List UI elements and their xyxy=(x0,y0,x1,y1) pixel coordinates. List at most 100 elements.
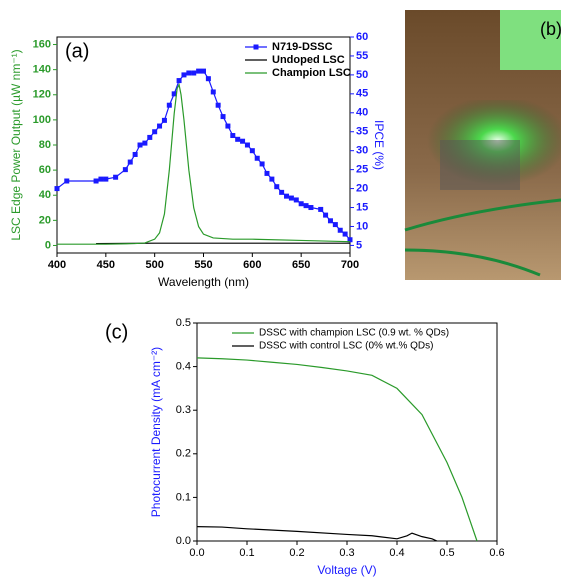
marker xyxy=(201,68,206,74)
x-tick-label: 0.0 xyxy=(189,547,204,559)
marker xyxy=(122,167,128,173)
marker xyxy=(254,155,260,161)
marker xyxy=(303,203,309,209)
marker xyxy=(269,176,275,182)
marker xyxy=(137,142,143,148)
marker xyxy=(205,76,211,82)
marker xyxy=(230,133,236,139)
photo: (b) xyxy=(404,10,561,280)
y-axis-label: LSC Edge Power Output (µW nm⁻¹) xyxy=(9,49,23,240)
series-line xyxy=(196,357,478,542)
y-tick-label: 140 xyxy=(33,64,51,76)
legend-label: N719-DSSC xyxy=(272,41,333,53)
marker xyxy=(225,123,231,129)
legend-label: DSSC with control LSC (0% wt.% QDs) xyxy=(259,341,434,352)
marker xyxy=(186,70,192,76)
marker xyxy=(220,114,226,120)
legend-label: Undoped LSC xyxy=(272,54,345,66)
marker xyxy=(342,231,348,237)
marker xyxy=(64,178,70,184)
x-tick-label: 450 xyxy=(97,259,115,271)
marker xyxy=(215,102,221,108)
plot-frame xyxy=(196,322,498,542)
y-tick-label: 0.1 xyxy=(176,491,191,503)
y-tick-label: 160 xyxy=(33,38,51,50)
y2-tick-label: 45 xyxy=(356,88,368,100)
x-axis-label: Voltage (V) xyxy=(317,563,376,577)
marker xyxy=(323,212,329,218)
x-tick-label: 0.5 xyxy=(439,547,454,559)
marker xyxy=(132,151,138,157)
marker xyxy=(54,186,60,192)
marker xyxy=(147,134,153,140)
series-line xyxy=(196,526,438,542)
marker xyxy=(176,78,182,84)
panel-label: (b) xyxy=(540,19,561,39)
marker xyxy=(244,142,250,148)
marker xyxy=(279,189,285,195)
marker xyxy=(308,205,314,211)
marker xyxy=(264,170,270,176)
x-tick-label: 0.3 xyxy=(339,547,354,559)
x-tick-label: 550 xyxy=(194,259,212,271)
series-line xyxy=(57,82,351,245)
marker xyxy=(113,174,119,180)
y2-tick-label: 35 xyxy=(356,126,368,138)
x-tick-label: 0.4 xyxy=(389,547,404,559)
marker xyxy=(347,237,353,243)
marker xyxy=(240,138,246,144)
x-axis-label: Wavelength (nm) xyxy=(158,275,249,289)
series-line xyxy=(56,70,351,241)
panel-label: (c) xyxy=(105,321,128,343)
marker xyxy=(93,178,99,184)
y-tick-label: 0.3 xyxy=(176,404,191,416)
y2-tick-label: 60 xyxy=(356,31,368,43)
y2-axis-label: IPCE (%) xyxy=(372,120,386,170)
y-tick-label: 20 xyxy=(39,214,51,226)
y2-tick-label: 50 xyxy=(356,69,368,81)
x-tick-label: 600 xyxy=(243,259,261,271)
y-tick-label: 0 xyxy=(45,239,51,251)
y2-tick-label: 25 xyxy=(356,164,368,176)
marker xyxy=(161,117,167,123)
marker xyxy=(181,72,187,78)
x-tick-label: 400 xyxy=(48,259,66,271)
y2-tick-label: 10 xyxy=(356,220,368,232)
marker xyxy=(235,136,241,142)
y-tick-label: 0.4 xyxy=(176,361,191,373)
marker xyxy=(171,91,177,97)
legend-marker xyxy=(253,44,259,50)
marker xyxy=(288,195,294,201)
legend-label: DSSC with champion LSC (0.9 wt. % QDs) xyxy=(259,328,449,339)
x-tick-label: 500 xyxy=(145,259,163,271)
y-tick-label: 80 xyxy=(39,139,51,151)
marker xyxy=(259,161,265,167)
marker xyxy=(166,102,172,108)
y2-tick-label: 55 xyxy=(356,50,368,62)
legend-label: Champion LSC xyxy=(272,67,351,79)
y2-tick-label: 5 xyxy=(356,239,362,251)
marker xyxy=(337,227,343,233)
x-tick-label: 0.1 xyxy=(239,547,254,559)
marker xyxy=(196,68,202,74)
y-tick-label: 100 xyxy=(33,114,51,126)
y-tick-label: 120 xyxy=(33,89,51,101)
x-tick-label: 0.6 xyxy=(489,547,504,559)
y-axis-label: Photocurrent Density (mA cm⁻²) xyxy=(149,347,163,517)
x-tick-label: 700 xyxy=(341,259,359,271)
marker xyxy=(298,201,304,207)
marker xyxy=(157,123,163,129)
marker xyxy=(191,70,197,76)
y-tick-label: 0.5 xyxy=(176,317,191,329)
marker xyxy=(142,140,148,146)
y-tick-label: 60 xyxy=(39,164,51,176)
marker xyxy=(103,176,109,182)
marker xyxy=(152,129,158,135)
y-tick-label: 0.2 xyxy=(176,448,191,460)
y2-tick-label: 20 xyxy=(356,182,368,194)
marker xyxy=(284,193,290,199)
marker xyxy=(332,222,338,228)
x-tick-label: 0.2 xyxy=(289,547,304,559)
marker xyxy=(98,176,104,182)
